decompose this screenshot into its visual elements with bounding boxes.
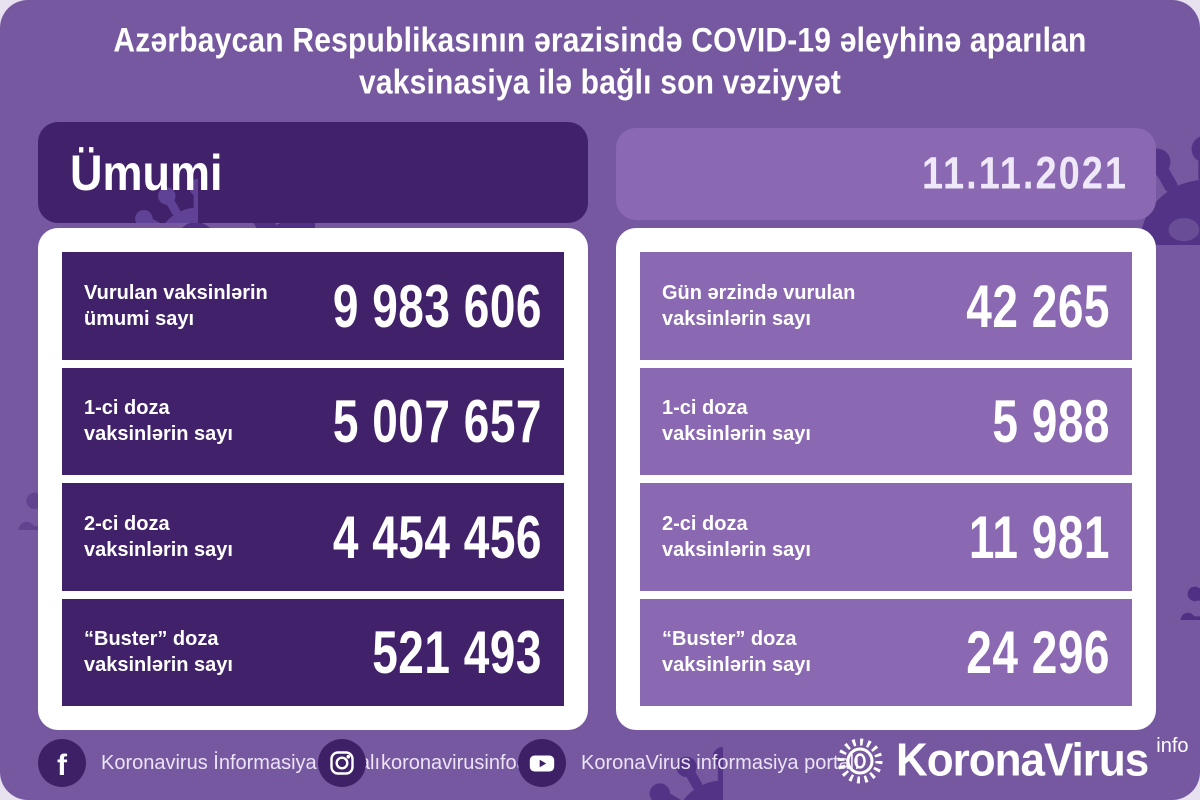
stat-label: “Buster” doza vaksinlərin sayı bbox=[84, 628, 233, 677]
report-date: 11.11.2021 bbox=[922, 148, 1128, 199]
stat-label: 1-ci doza vaksinlərin sayı bbox=[662, 397, 811, 446]
stat-value: 42 265 bbox=[966, 271, 1110, 341]
stat-row: 1-ci doza vaksinlərin sayı 5 988 bbox=[640, 367, 1132, 475]
stat-value: 521 493 bbox=[372, 617, 542, 687]
stat-value: 9 983 606 bbox=[332, 271, 542, 341]
stat-label: 1-ci doza vaksinlərin sayı bbox=[84, 397, 233, 446]
facebook-label: Koronavirus İnformasiya Portalı bbox=[101, 751, 381, 774]
stat-label: 2-ci doza vaksinlərin sayı bbox=[662, 512, 811, 561]
stat-row: Vurulan vaksinlərin ümumi sayı 9 983 606 bbox=[62, 252, 564, 360]
stat-label: Gün ərzində vurulan vaksinlərin sayı bbox=[662, 281, 856, 330]
daily-panel-header: 11.11.2021 bbox=[616, 128, 1156, 220]
instagram-link[interactable]: koronavirusinfoaz bbox=[318, 739, 538, 787]
stat-value: 11 981 bbox=[968, 502, 1110, 572]
facebook-link[interactable]: f Koronavirus İnformasiya Portalı bbox=[38, 739, 380, 787]
summary-panel: Vurulan vaksinlərin ümumi sayı 9 983 606… bbox=[38, 228, 588, 730]
stat-value: 5 988 bbox=[992, 386, 1110, 456]
stat-label: “Buster” doza vaksinlərin sayı bbox=[662, 628, 811, 677]
page-title: Azərbaycan Respublikasının ərazisində CO… bbox=[0, 20, 1200, 104]
stat-row: “Buster” doza vaksinlərin sayı 24 296 bbox=[640, 598, 1132, 706]
stat-row: 1-ci doza vaksinlərin sayı 5 007 657 bbox=[62, 367, 564, 475]
summary-panel-header: Ümumi bbox=[38, 122, 588, 223]
stat-value: 5 007 657 bbox=[332, 386, 542, 456]
instagram-label: koronavirusinfoaz bbox=[381, 751, 538, 774]
summary-header-label: Ümumi bbox=[70, 143, 223, 201]
stat-row: “Buster” doza vaksinlərin sayı 521 493 bbox=[62, 598, 564, 706]
brand-name: KoronaVirus bbox=[896, 734, 1149, 787]
stat-row: Gün ərzində vurulan vaksinlərin sayı 42 … bbox=[640, 252, 1132, 360]
stat-label: 2-ci doza vaksinlərin sayı bbox=[84, 512, 233, 561]
stat-row: 2-ci doza vaksinlərin sayı 11 981 bbox=[640, 483, 1132, 591]
facebook-icon: f bbox=[38, 739, 86, 787]
youtube-icon bbox=[518, 739, 566, 787]
daily-panel: Gün ərzində vurulan vaksinlərin sayı 42 … bbox=[616, 228, 1156, 730]
youtube-label: KoronaVirus informasiya portalı bbox=[581, 751, 860, 774]
brand-virus-icon bbox=[837, 738, 883, 784]
stat-value: 4 454 456 bbox=[332, 502, 542, 572]
title-line-1: Azərbaycan Respublikasının ərazisində CO… bbox=[113, 21, 1087, 60]
stat-label: Vurulan vaksinlərin ümumi sayı bbox=[84, 281, 268, 330]
brand-suffix: info bbox=[1156, 735, 1189, 757]
youtube-link[interactable]: KoronaVirus informasiya portalı bbox=[518, 739, 860, 787]
brand-lockup: KoronaVirus info bbox=[834, 735, 1189, 787]
stat-row: 2-ci doza vaksinlərin sayı 4 454 456 bbox=[62, 483, 564, 591]
stat-value: 24 296 bbox=[966, 617, 1110, 687]
title-line-2: vaksinasiya ilə bağlı son vəziyyət bbox=[358, 63, 842, 102]
instagram-icon bbox=[318, 739, 366, 787]
